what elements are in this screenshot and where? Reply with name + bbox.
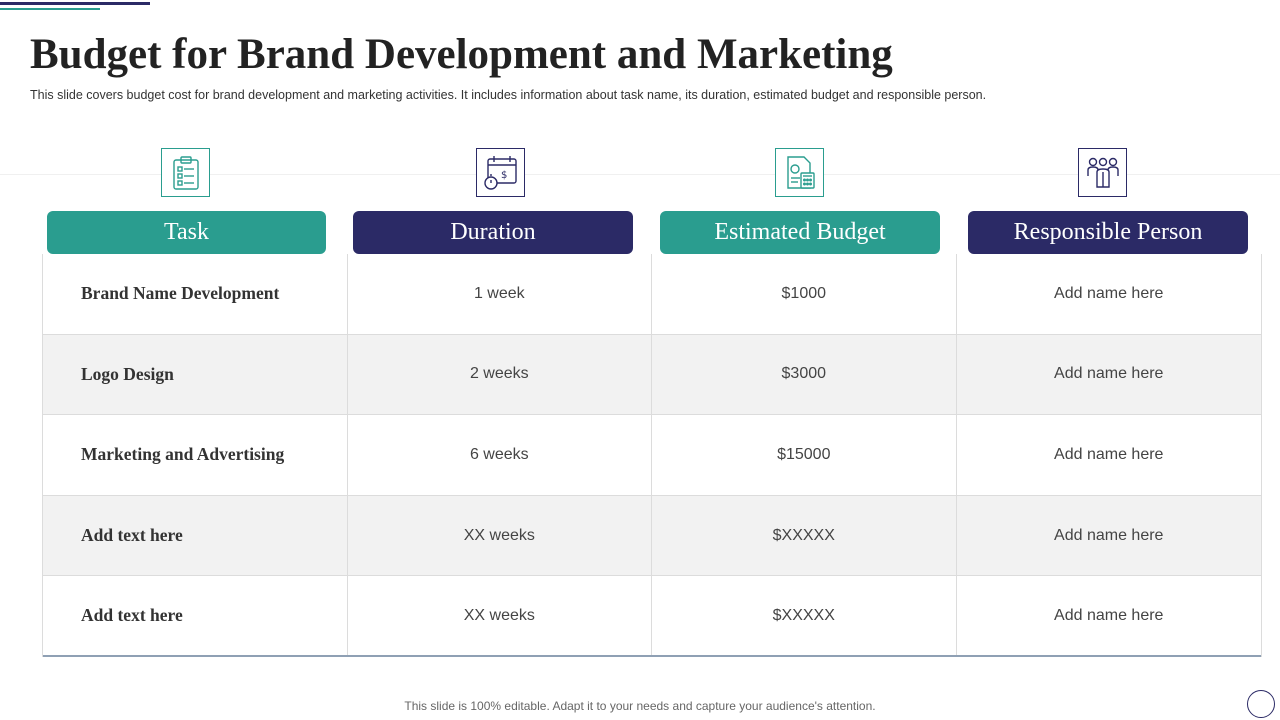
table-row: Add text here XX weeks $XXXXX Add name h…: [43, 576, 1261, 657]
budget-cell: $XXXXX: [652, 576, 957, 655]
team-people-icon: [1078, 148, 1127, 197]
budget-cell: $XXXXX: [652, 495, 957, 576]
header-estimated-budget: Estimated Budget: [660, 211, 940, 254]
table-row: Brand Name Development 1 week $1000 Add …: [43, 254, 1261, 335]
budget-cell: $15000: [652, 415, 957, 495]
person-cell: Add name here: [1054, 284, 1164, 302]
header-responsible-person: Responsible Person: [968, 211, 1248, 254]
task-cell: Brand Name Development: [43, 254, 348, 334]
budget-cell: $1000: [652, 254, 957, 334]
corner-circle-decoration: [1247, 690, 1275, 718]
task-cell: Logo Design: [43, 334, 348, 415]
svg-text:$: $: [501, 170, 507, 181]
invoice-calculator-icon: [775, 148, 824, 197]
header-task: Task: [47, 211, 326, 254]
duration-cell: 6 weeks: [348, 415, 653, 495]
calendar-stopwatch-dollar-icon: $: [476, 148, 525, 197]
footer-note: This slide is 100% editable. Adapt it to…: [404, 699, 876, 713]
clipboard-checklist-icon: [161, 148, 210, 197]
page-subtitle: This slide covers budget cost for brand …: [30, 88, 987, 102]
table-row: Logo Design 2 weeks $3000 Add name here: [43, 334, 1261, 416]
person-cell: Add name here: [1054, 365, 1164, 383]
person-cell: Add name here: [1054, 606, 1164, 624]
table-row: Add text here XX weeks $XXXXX Add name h…: [43, 495, 1261, 577]
task-cell: Add text here: [43, 576, 348, 655]
accent-line-navy: [0, 2, 150, 5]
accent-line-teal: [0, 8, 100, 10]
header-duration: Duration: [353, 211, 633, 254]
person-cell: Add name here: [1054, 526, 1164, 544]
duration-cell: XX weeks: [348, 576, 653, 655]
duration-cell: XX weeks: [348, 495, 653, 576]
page-title: Budget for Brand Development and Marketi…: [30, 31, 893, 78]
duration-cell: 2 weeks: [348, 334, 653, 415]
divider: [0, 174, 1280, 175]
person-cell: Add name here: [1054, 445, 1164, 463]
table-row: Marketing and Advertising 6 weeks $15000…: [43, 415, 1261, 496]
task-cell: Marketing and Advertising: [43, 415, 348, 495]
duration-cell: 1 week: [348, 254, 653, 334]
budget-cell: $3000: [652, 334, 957, 415]
budget-table: Brand Name Development 1 week $1000 Add …: [42, 254, 1262, 657]
task-cell: Add text here: [43, 495, 348, 576]
